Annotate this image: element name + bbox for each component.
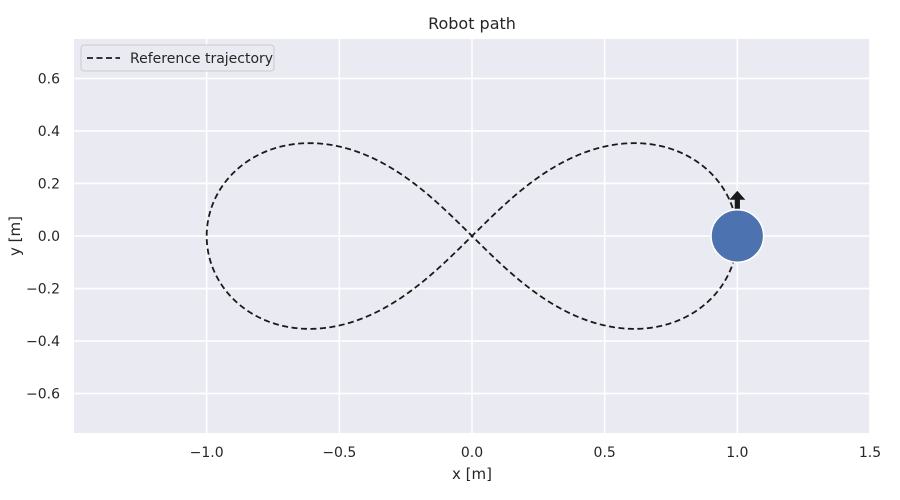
grid (74, 39, 871, 433)
robot-layer (710, 190, 765, 264)
tick-labels: −1.0 −0.5 0.0 0.5 1.0 1.5 −0.6 −0.4 −0.2 0.0 0.2 0.… (26, 71, 881, 461)
chart-title: Robot path (428, 14, 516, 33)
y-tick-label-0: −0.6 (26, 387, 60, 403)
x-tick-label-3: 0.5 (594, 445, 616, 461)
legend-box (80, 44, 275, 72)
x-tick-label-0: −1.0 (190, 445, 224, 461)
x-axis-label: x [m] (452, 465, 492, 483)
x-tick-label-2: 0.0 (461, 445, 483, 461)
legend: Reference trajectory (80, 44, 275, 72)
y-axis-label: y [m] (6, 216, 24, 256)
y-tick-label-5: 0.4 (38, 124, 60, 140)
x-tick-label-1: −0.5 (322, 445, 356, 461)
y-tick-label-3: 0.0 (38, 229, 60, 245)
y-tick-label-4: 0.2 (38, 176, 60, 192)
robot-body (710, 208, 765, 264)
y-tick-label-6: 0.6 (38, 71, 60, 87)
robot-heading-arrow-icon (729, 190, 746, 209)
x-tick-label-5: 1.5 (859, 445, 881, 461)
y-tick-label-1: −0.4 (26, 334, 60, 350)
y-tick-label-2: −0.2 (26, 282, 60, 298)
x-tick-label-4: 1.0 (726, 445, 748, 461)
legend-label-reference-trajectory: Reference trajectory (130, 51, 273, 67)
